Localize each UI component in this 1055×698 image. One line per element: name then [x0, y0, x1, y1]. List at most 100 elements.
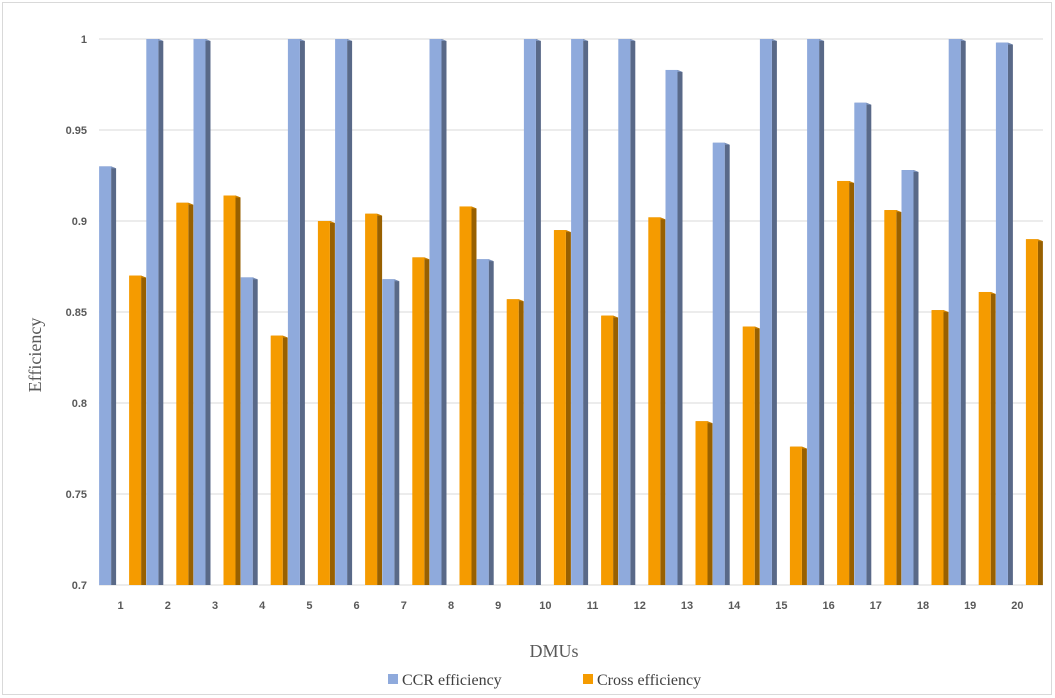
bar-front — [176, 202, 189, 586]
bar-ccr-7 — [382, 279, 400, 585]
bar-front — [648, 217, 661, 586]
x-tick-label: 11 — [587, 600, 599, 612]
bar-side — [488, 259, 494, 585]
bar-front — [335, 39, 348, 585]
y-tick-label: 1 — [81, 34, 87, 46]
bar-side — [630, 39, 636, 585]
bar-ccr-5 — [287, 39, 305, 585]
bar-ccr-9 — [476, 259, 494, 585]
bar-front — [429, 39, 442, 585]
bar-ccr-3 — [193, 39, 211, 585]
x-axis-ticks: 1 2 3 4 5 6 7 8 9 10 11 12 13 14 15 16 17 18 19 20 — [118, 600, 1024, 612]
x-tick-label: 2 — [165, 600, 171, 612]
bar-cross-13 — [695, 421, 713, 585]
bar-cross-18 — [931, 310, 949, 585]
bar-side — [252, 277, 258, 585]
bar-cross-10 — [553, 230, 571, 585]
bar-ccr-20 — [995, 42, 1013, 585]
legend: CCR efficiency Cross efficiency — [388, 672, 701, 689]
x-tick-label: 14 — [728, 600, 741, 612]
bar-ccr-1 — [99, 166, 117, 585]
bar-side — [819, 39, 825, 585]
bar-side — [707, 421, 713, 585]
bar-ccr-17 — [854, 102, 872, 585]
x-tick-label: 13 — [681, 600, 693, 612]
bar-side — [158, 39, 164, 585]
bar-side — [394, 279, 400, 585]
bar-ccr-15 — [759, 39, 777, 585]
bar-front — [476, 259, 489, 585]
bar-side — [235, 195, 241, 585]
x-tick-label: 15 — [775, 600, 787, 612]
x-tick-label: 19 — [964, 600, 976, 612]
bar-side — [111, 166, 117, 585]
bar-side — [724, 142, 730, 586]
bar-side — [141, 275, 147, 585]
x-tick-label: 3 — [212, 600, 218, 612]
bar-side — [990, 291, 996, 585]
bar-cross-7 — [412, 257, 430, 585]
bar-side — [801, 446, 807, 585]
bar-ccr-13 — [665, 69, 683, 585]
bar-cross-2 — [176, 202, 194, 586]
bar-cross-11 — [601, 315, 619, 585]
bar-side — [896, 210, 902, 585]
bar-side — [441, 39, 447, 585]
bar-side — [1037, 239, 1043, 585]
bar-front — [506, 299, 519, 585]
bar-cross-20 — [1025, 239, 1043, 585]
bar-ccr-8 — [429, 39, 447, 585]
bar-side — [282, 335, 288, 585]
bar-front — [193, 39, 206, 585]
legend-label: CCR efficiency — [402, 672, 502, 689]
bar-front — [523, 39, 536, 585]
bar-cross-8 — [459, 206, 477, 585]
x-tick-label: 9 — [495, 600, 501, 612]
bar-front — [948, 39, 961, 585]
y-tick-label: 0.85 — [66, 307, 87, 319]
bar-side — [913, 170, 919, 586]
bar-front — [837, 180, 850, 585]
bar-front — [270, 335, 283, 585]
bar-side — [377, 213, 383, 585]
bar-side — [518, 299, 524, 585]
bar-front — [287, 39, 300, 585]
legend-label: Cross efficiency — [597, 672, 701, 689]
bar-front — [223, 195, 236, 585]
bar-side — [771, 39, 777, 585]
bar-front — [901, 170, 914, 586]
bar-side — [754, 326, 760, 585]
bar-ccr-19 — [948, 39, 966, 585]
x-tick-label: 1 — [118, 600, 124, 612]
bar-front — [1025, 239, 1038, 585]
bar-cross-16 — [837, 180, 855, 585]
bar-cross-5 — [317, 221, 335, 585]
bar-cross-6 — [365, 213, 383, 585]
bar-side — [188, 202, 194, 586]
bar-cross-4 — [270, 335, 288, 585]
bar-side — [1007, 42, 1013, 585]
x-tick-label: 7 — [401, 600, 407, 612]
bar-side — [677, 69, 683, 585]
x-tick-label: 5 — [306, 600, 312, 612]
bars — [99, 39, 1043, 586]
bar-side — [943, 310, 949, 585]
bar-front — [601, 315, 614, 585]
bar-front — [240, 277, 253, 585]
bar-cross-3 — [223, 195, 241, 585]
bar-front — [712, 142, 725, 586]
bar-front — [146, 39, 159, 585]
bar-cross-9 — [506, 299, 524, 585]
x-tick-label: 6 — [354, 600, 360, 612]
bar-front — [854, 102, 867, 585]
bar-side — [347, 39, 353, 585]
bar-front — [317, 221, 330, 585]
bar-ccr-12 — [618, 39, 636, 585]
y-tick-label: 0.95 — [66, 125, 87, 137]
x-tick-label: 8 — [448, 600, 454, 612]
bar-cross-14 — [742, 326, 760, 585]
bar-front — [412, 257, 425, 585]
bar-ccr-18 — [901, 170, 919, 586]
bar-cross-12 — [648, 217, 666, 586]
